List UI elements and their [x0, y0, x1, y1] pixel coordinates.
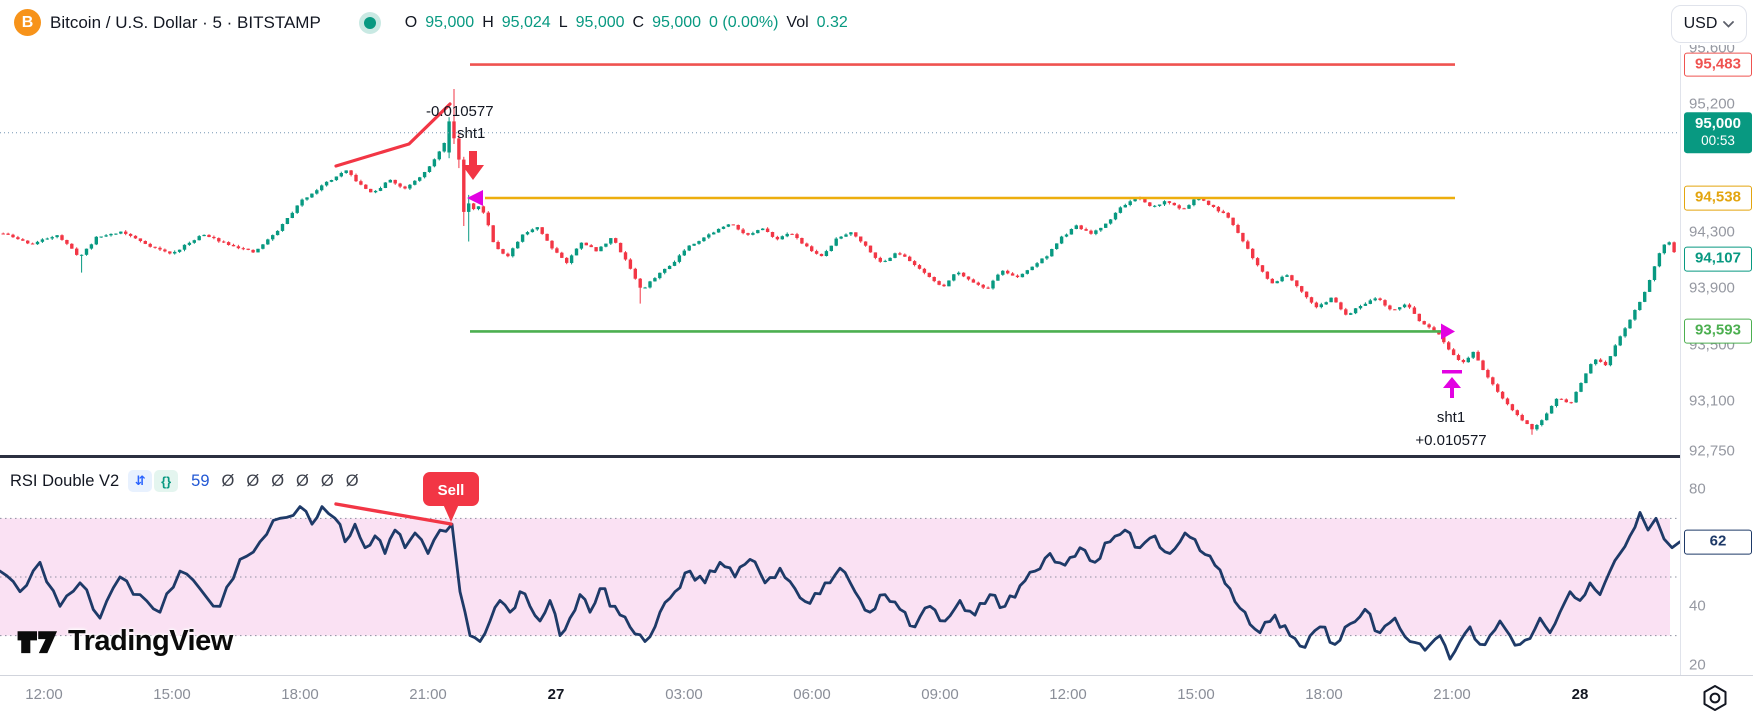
- price-scale[interactable]: 95,600 95,200 94,300 93,900 93,500 93,100 92,7…: [1680, 40, 1753, 675]
- current-price-label[interactable]: 95,000 00:53: [1684, 111, 1752, 154]
- hline-label-95483[interactable]: 95,483: [1684, 52, 1752, 77]
- time-label-06-00: 06:00: [793, 686, 831, 703]
- time-label-09-00: 09:00: [921, 686, 959, 703]
- svg-text:sht1: sht1: [457, 125, 485, 142]
- time-label-03-00: 03:00: [665, 686, 703, 703]
- time-label-18-00: 18:00: [1305, 686, 1343, 703]
- ohlc-segment: L: [558, 13, 568, 31]
- axis-tick-40: 40: [1689, 597, 1706, 615]
- tradingview-watermark: TradingView: [14, 624, 233, 658]
- svg-text:-0.010577: -0.010577: [426, 103, 494, 120]
- indicator-value: Ø: [221, 471, 235, 490]
- hline-label-94538[interactable]: 94,538: [1684, 185, 1752, 211]
- hline-label-93593[interactable]: 93,593: [1684, 319, 1752, 344]
- horizontal-line-drawings[interactable]: [470, 63, 1455, 333]
- currency-toggle-button[interactable]: USD: [1671, 5, 1747, 43]
- ohlc-segment: O: [404, 13, 418, 31]
- ohlc-segment: 0.32: [816, 13, 848, 31]
- svg-text:sht1: sht1: [1437, 409, 1465, 426]
- chevron-down-icon: [1723, 20, 1735, 28]
- axis-tick-80: 80: [1689, 480, 1706, 498]
- time-label-12-00: 12:00: [25, 686, 63, 703]
- chart-header: B Bitcoin / U.S. Dollar · 5 · BITSTAMP O…: [0, 0, 1753, 45]
- indicator-value: Ø: [246, 471, 260, 490]
- tradingview-logo-icon: [17, 631, 58, 654]
- annotation-texts: -0.010577 sht1 sht1 +0.010577: [426, 103, 1487, 449]
- indicator-value: Ø: [296, 471, 309, 490]
- time-label-18-00: 18:00: [281, 686, 319, 703]
- axis-tick-94300: 94,300: [1689, 223, 1735, 241]
- ohlc-segment: 95,000: [575, 13, 625, 31]
- time-label-28: 28: [1571, 686, 1589, 703]
- indicator-value: Ø: [345, 471, 359, 490]
- last-bar-price-label[interactable]: 94,107: [1684, 246, 1752, 272]
- indicator-value: Ø: [271, 471, 285, 490]
- indicator-value: 59: [191, 471, 210, 490]
- sell-label[interactable]: [423, 472, 479, 506]
- indicator-title[interactable]: RSI Double V2: [10, 471, 120, 490]
- ohlc-segment: 0 (0.00%): [709, 13, 779, 31]
- bitcoin-icon: B: [14, 9, 41, 36]
- ohlc-segment: H: [482, 13, 494, 31]
- timezone-settings-icon[interactable]: [1700, 683, 1730, 713]
- axis-tick-20: 20: [1689, 656, 1706, 674]
- ohlc-segment: 95,000: [425, 13, 475, 31]
- axis-tick-93100: 93,100: [1689, 392, 1735, 410]
- ohlc-values: O 95,000 H 95,024 L 95,000 C 95,000 0 (0.00%) Vol…: [405, 14, 848, 32]
- time-label-21-00: 21:00: [1433, 686, 1471, 703]
- candlestick-series: [1, 89, 1676, 435]
- rsi-band: [0, 517, 1680, 637]
- indicator-value: Ø: [320, 471, 334, 490]
- sell-label-text: Sell: [438, 482, 465, 499]
- ohlc-segment: 95,000: [652, 13, 702, 31]
- chart-canvas[interactable]: -0.010577 sht1 sht1 +0.010577 Sell: [0, 0, 1680, 675]
- sell-signal[interactable]: Sell: [334, 472, 479, 526]
- time-label-15-00: 15:00: [153, 686, 191, 703]
- indicator-arrows-icon[interactable]: ⇵: [128, 470, 153, 492]
- trendline-drawings[interactable]: [334, 102, 452, 168]
- time-label-15-00: 15:00: [1177, 686, 1215, 703]
- axis-tick-93900: 93,900: [1689, 279, 1735, 297]
- trade-markers[interactable]: [462, 151, 1462, 398]
- ohlc-segment: Vol: [786, 13, 809, 31]
- currency-label: USD: [1683, 15, 1718, 32]
- time-scale[interactable]: 12:00 15:00 18:00 21:00 27 03:00 06:00 09:00 12:…: [0, 675, 1753, 716]
- indicator-legend: RSI Double V2 ⇵ {} 59 Ø Ø Ø Ø Ø Ø: [10, 470, 359, 492]
- svg-text:+0.010577: +0.010577: [1415, 432, 1486, 449]
- axis-tick-95200: 95,200: [1689, 95, 1735, 113]
- rsi-line-series: [0, 505, 1680, 661]
- market-status-icon[interactable]: [358, 11, 381, 34]
- ohlc-segment: C: [632, 13, 645, 31]
- indicator-source-code-icon[interactable]: {}: [154, 470, 179, 492]
- rsi-value-label[interactable]: 62: [1684, 529, 1752, 555]
- symbol-title[interactable]: Bitcoin / U.S. Dollar · 5 · BITSTAMP: [50, 12, 321, 32]
- ohlc-segment: 95,024: [501, 13, 551, 31]
- tradingview-watermark-text: TradingView: [68, 624, 233, 657]
- time-label-27: 27: [547, 686, 565, 703]
- pane-divider[interactable]: [0, 455, 1753, 458]
- time-label-12-00: 12:00: [1049, 686, 1087, 703]
- time-label-21-00: 21:00: [409, 686, 447, 703]
- axis-tick-92750: 92,750: [1689, 442, 1735, 460]
- indicator-values: 59 Ø Ø Ø Ø Ø Ø: [191, 472, 358, 491]
